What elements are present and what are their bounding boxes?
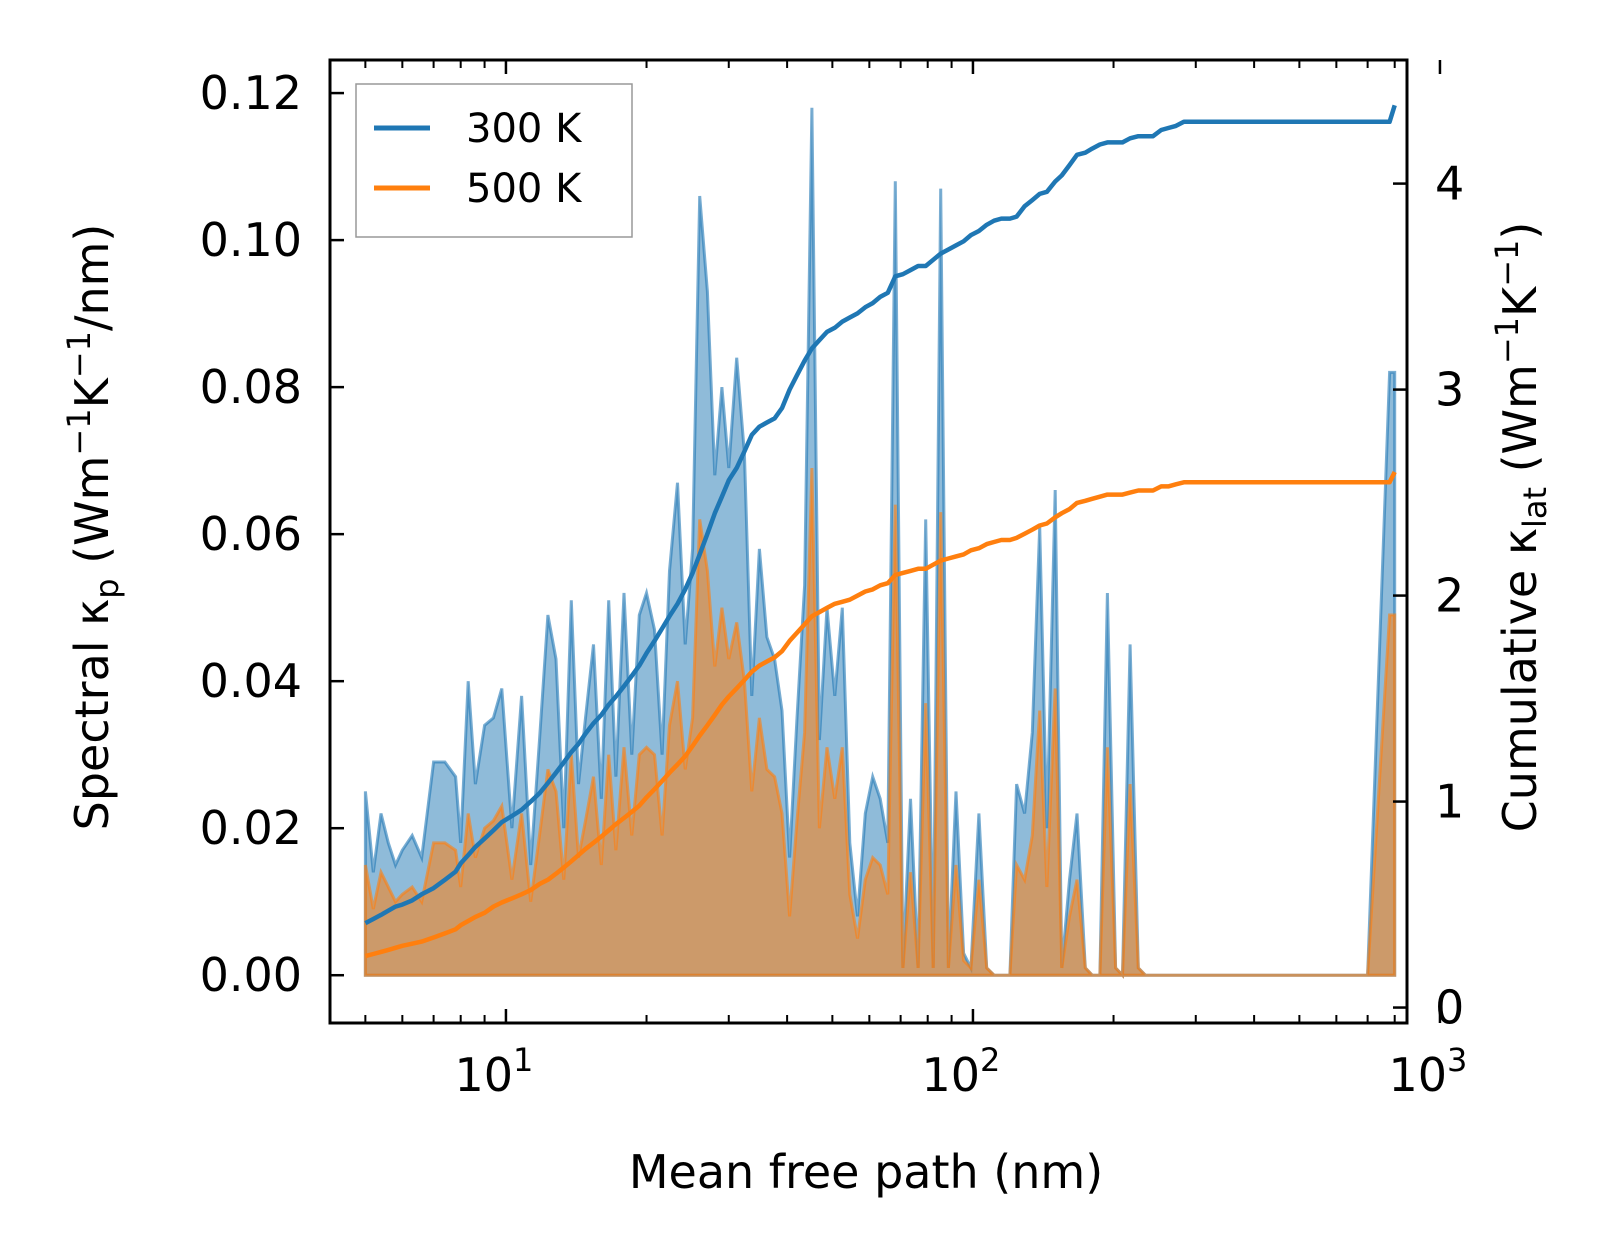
y-left-tick-label: 0.10 <box>200 213 302 267</box>
y-right-tick-label: 2 <box>1435 569 1464 623</box>
y-left-tick-label: 0.12 <box>200 66 302 120</box>
y-right-tick-label: 1 <box>1435 775 1464 829</box>
y-left-tick-label: 0.02 <box>200 801 302 855</box>
legend-label-300k: 300 K <box>466 106 583 152</box>
series-lines <box>364 104 1397 959</box>
y-left-tick-label: 0.04 <box>200 654 302 708</box>
x-axis-title: Mean free path (nm) <box>629 1145 1103 1199</box>
axis-ticks: 0.00 0.02 0.04 0.06 0.08 0.10 0.12 0 1 2 3 4 101 102 1… <box>200 60 1468 1102</box>
spectral-fill-500k <box>363 467 1397 979</box>
cumulative-line-500k <box>364 471 1397 959</box>
spectral-fills <box>363 107 1397 979</box>
y-right-tick-label: 3 <box>1435 363 1464 417</box>
y-left-tick-label: 0.06 <box>200 507 302 561</box>
y-axis-left-title: Spectral κp (Wm−1K−1/nm) <box>60 224 126 831</box>
x-tick-label: 101 <box>454 1041 533 1102</box>
legend-label-500k: 500 K <box>466 166 583 212</box>
legend: 300 K 500 K <box>355 83 633 238</box>
y-axis-right-title: Cumulative κlat (Wm−1K−1) <box>1488 222 1554 833</box>
x-tick-label: 102 <box>922 1041 1001 1102</box>
y-left-tick-label: 0.00 <box>200 948 302 1002</box>
x-tick-label: 103 <box>1389 1041 1468 1102</box>
cumulative-line-300k <box>364 104 1397 926</box>
legend-box <box>355 83 633 238</box>
y-right-tick-label: 4 <box>1435 157 1464 211</box>
y-left-tick-label: 0.08 <box>200 360 302 414</box>
y-right-tick-label: 0 <box>1435 981 1464 1035</box>
